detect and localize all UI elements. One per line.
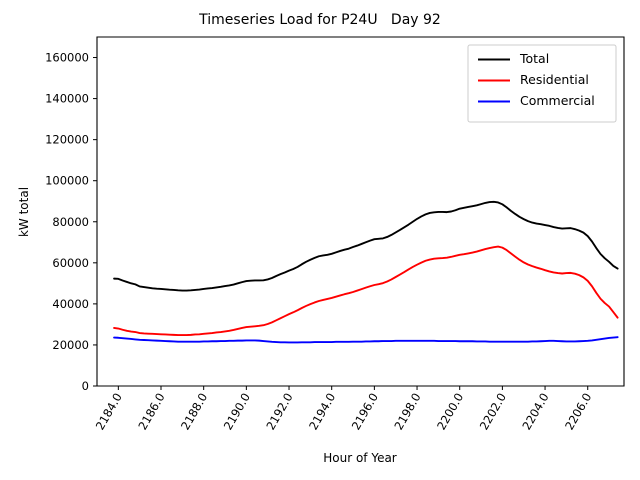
y-tick-label: 100000	[45, 174, 89, 188]
x-tick-label: 2206.0	[562, 391, 594, 433]
x-tick-label: 2184.0	[93, 391, 125, 433]
x-tick-label: 2196.0	[349, 391, 381, 433]
x-tick-label: 2192.0	[263, 391, 295, 433]
x-tick-label: 2204.0	[519, 391, 551, 433]
x-tick-label: 2186.0	[135, 391, 167, 433]
x-tick-label: 2202.0	[477, 391, 509, 433]
legend-label-commercial: Commercial	[520, 93, 595, 108]
y-tick-label: 160000	[45, 51, 89, 65]
chart-title: Timeseries Load for P24U Day 92	[199, 12, 441, 28]
y-axis-label: kW total	[17, 187, 31, 237]
x-tick-label: 2194.0	[306, 391, 338, 433]
axes-frame	[96, 36, 625, 387]
y-axis-ticks: 0 20000 40000 60000 80000 100000 120000 140000 1…	[45, 51, 97, 393]
legend-label-total: Total	[519, 51, 549, 66]
x-tick-label: 2200.0	[434, 391, 466, 433]
series-line-commercial	[113, 336, 619, 344]
y-tick-label: 120000	[45, 133, 89, 147]
x-tick-label: 2190.0	[221, 391, 253, 433]
x-axis-ticks: 2184.0 2186.0 2188.0 2190.0 2192.0 2194.0 2196…	[93, 386, 594, 433]
legend-label-residential: Residential	[520, 72, 589, 87]
y-tick-label: 20000	[52, 338, 89, 352]
y-tick-label: 60000	[52, 256, 89, 270]
x-axis-label: Hour of Year	[323, 451, 397, 465]
y-tick-label: 0	[82, 379, 89, 393]
y-tick-label: 40000	[52, 297, 89, 311]
y-tick-label: 140000	[45, 92, 89, 106]
data-series-group	[113, 200, 619, 344]
x-tick-label: 2188.0	[178, 391, 210, 433]
chart-legend: Total Residential Commercial	[467, 44, 617, 123]
y-tick-label: 80000	[52, 215, 89, 229]
series-line-residential	[113, 245, 619, 337]
x-tick-label: 2198.0	[391, 391, 423, 433]
series-line-total	[113, 200, 619, 292]
